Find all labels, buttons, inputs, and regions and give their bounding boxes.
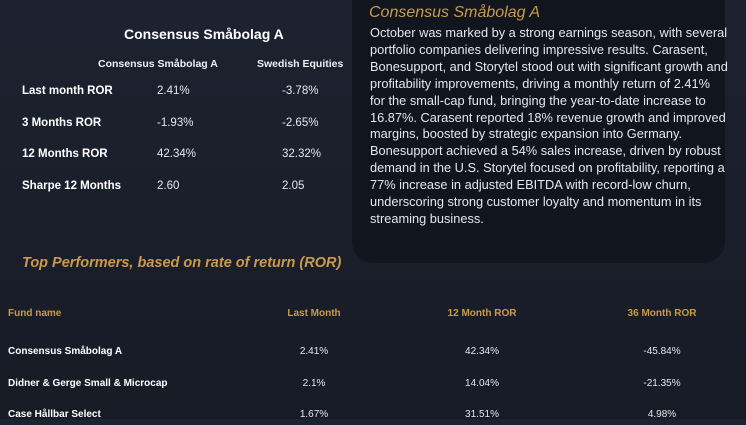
column-header-fund-name: Fund name [8,308,62,319]
summary-row-fund-value: 42.34% [157,148,197,160]
12-month-ror-cell: 31.51% [465,409,499,420]
summary-row-label: Last month ROR [22,85,113,97]
column-header-last-month: Last Month [287,308,341,319]
summary-col-benchmark: Swedish Equities [257,58,344,70]
36-month-ror-cell: -45.84% [643,346,681,357]
table-row: Case Hållbar Select 1.67% 31.51% 4.98% [0,409,746,425]
36-month-ror-cell: -21.35% [643,378,681,389]
12-month-ror-cell: 42.34% [465,346,499,357]
12-month-ror-cell: 14.04% [465,378,499,389]
fund-name-cell: Consensus Småbolag A [8,346,123,357]
summary-row-label: Sharpe 12 Months [22,180,122,192]
summary-col-fund: Consensus Småbolag A [98,58,218,70]
summary-title: Consensus Småbolag A [124,26,284,42]
summary-row: 3 Months ROR -1.93% -2.65% [0,117,350,137]
summary-row-label: 12 Months ROR [22,148,108,160]
table-row: Didner & Gerge Small & Microcap 2.1% 14.… [0,378,746,394]
last-month-cell: 1.67% [299,409,329,420]
column-header-12-month-ror: 12 Month ROR [447,308,517,319]
commentary-card: Consensus Småbolag A October was marked … [352,0,728,263]
summary-row-fund-value: 2.41% [157,85,190,97]
column-header-36-month-ror: 36 Month ROR [627,308,697,319]
summary-row-fund-value: -1.93% [157,117,194,129]
fund-name-cell: Case Hållbar Select [8,409,101,420]
summary-row: Sharpe 12 Months 2.60 2.05 [0,180,350,200]
last-month-cell: 2.1% [302,378,326,389]
summary-row-label: 3 Months ROR [22,117,102,129]
summary-row: 12 Months ROR 42.34% 32.32% [0,148,350,168]
summary-row-benchmark-value: -3.78% [282,85,319,97]
commentary-text: October was marked by a strong earnings … [370,25,728,226]
36-month-ror-cell: 4.98% [647,409,677,420]
summary-row-benchmark-value: 32.32% [282,148,322,160]
top-performers-title: Top Performers, based on rate of return … [22,255,342,271]
fund-name-cell: Didner & Gerge Small & Microcap [8,378,168,389]
summary-row-fund-value: 2.60 [157,180,180,192]
summary-row: Last month ROR 2.41% -3.78% [0,85,350,105]
last-month-cell: 2.41% [299,346,329,357]
summary-row-benchmark-value: 2.05 [282,180,305,192]
commentary-title: Consensus Småbolag A [369,4,541,21]
table-row: Consensus Småbolag A 2.41% 42.34% -45.84… [0,346,746,362]
summary-row-benchmark-value: -2.65% [282,117,319,129]
